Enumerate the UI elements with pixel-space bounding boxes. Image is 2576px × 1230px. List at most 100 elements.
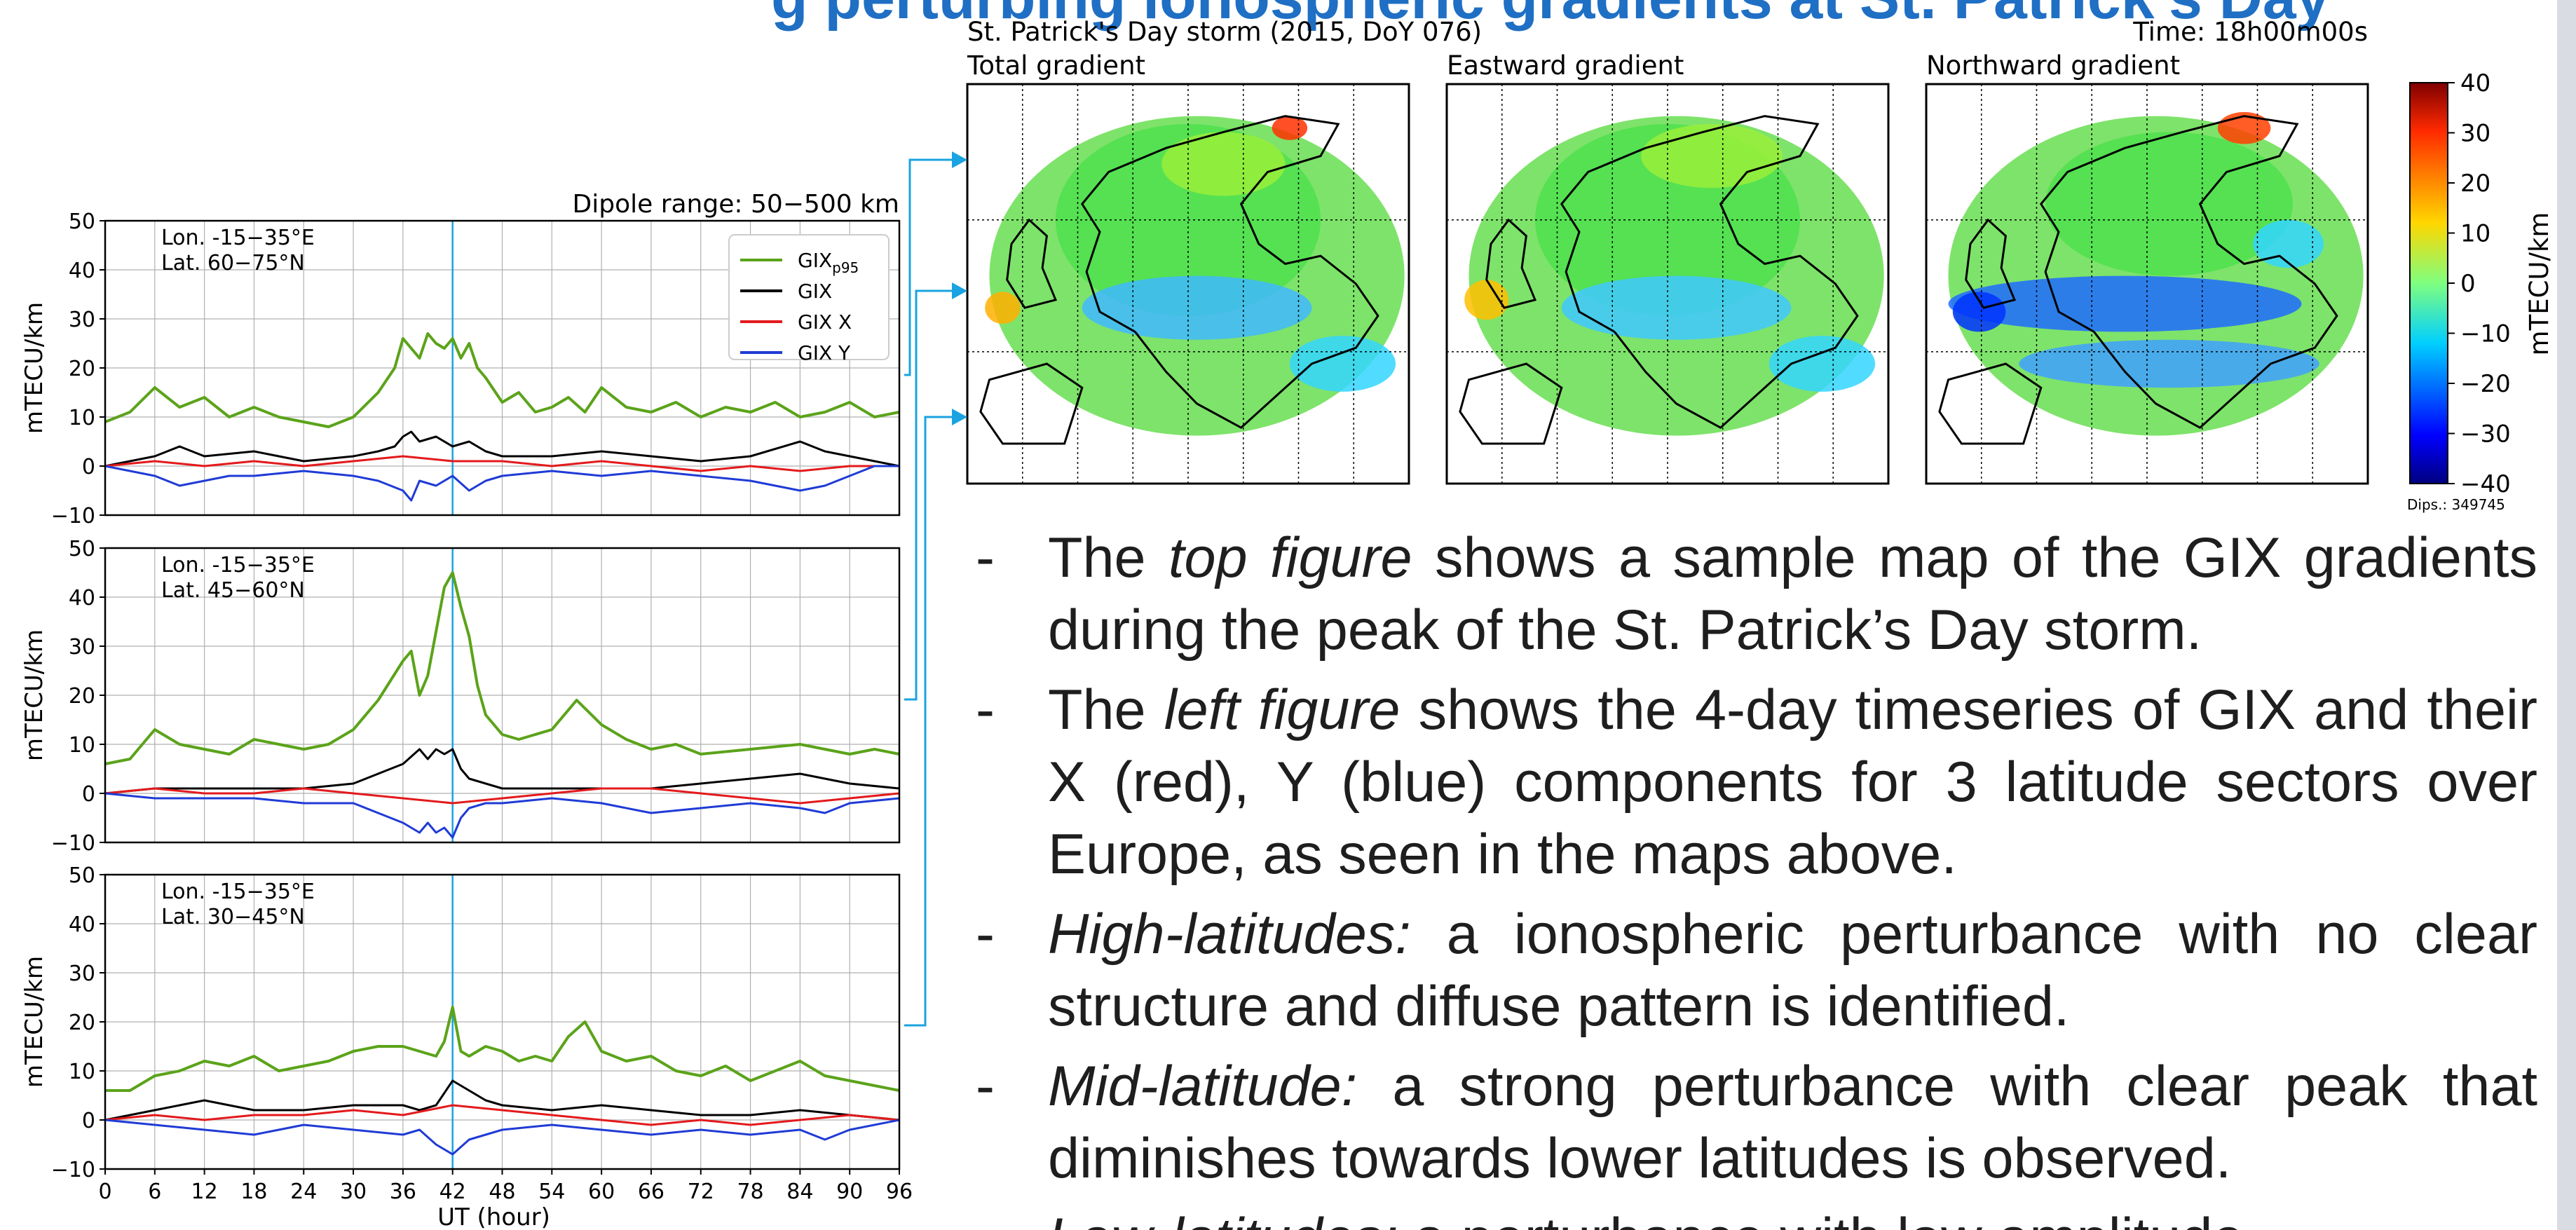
map-anomaly <box>2045 132 2293 276</box>
x-tick-label: 12 <box>191 1180 218 1204</box>
bullet-emphasis: High-latitudes: <box>1048 903 1411 966</box>
bullet-low-latitudes: - Low-latitudes: a perturbance with low a… <box>967 1203 2537 1230</box>
map-time-label: Time: 18h00m00s <box>2132 17 2368 47</box>
map-frame <box>966 83 1410 485</box>
y-tick-label: 30 <box>69 962 95 986</box>
y-tick-label: 10 <box>69 733 95 758</box>
colorbar-tick-label: −40 <box>2460 470 2511 498</box>
y-tick-label: 10 <box>69 1060 95 1084</box>
x-tick-label: 72 <box>688 1180 714 1204</box>
x-tick-label: 24 <box>290 1180 317 1204</box>
y-tick-label: 40 <box>69 259 95 283</box>
y-tick-label: 40 <box>69 913 95 937</box>
coastline-iberia <box>979 362 1084 445</box>
bullet-emphasis: top figure <box>1168 526 1412 589</box>
lat-label: Lat. 45−60°N <box>161 578 305 603</box>
y-tick-label: 10 <box>69 406 95 430</box>
legend-label: GIX X <box>798 310 852 334</box>
legend-box <box>728 234 890 360</box>
colorbar-tick-label: −20 <box>2460 370 2511 398</box>
coastline-iberia <box>1459 362 1563 445</box>
y-tick-label: 20 <box>69 1011 95 1035</box>
map-panel-3: Northward gradient <box>1925 50 2369 485</box>
map-anomaly <box>2253 219 2324 268</box>
colorbar-label: mTECU/km <box>2524 212 2554 356</box>
y-tick-label: 40 <box>69 586 95 610</box>
map-anomaly <box>1952 292 2006 332</box>
map-suptitle: St. Patrick's Day storm (2015, DoY 076) <box>967 17 1482 47</box>
map-content <box>967 84 1409 484</box>
series-line-gix-p95 <box>105 1006 900 1092</box>
map-panel-2: Eastward gradient <box>1445 50 1890 485</box>
colorbar-ticks: 40 30 20 10 0 −10 −20 −30 −40 <box>2448 69 2511 498</box>
bullet-mid-latitude: - Mid-latitude: a strong perturbance with… <box>967 1051 2537 1195</box>
lon-label: Lon. -15−35°E <box>161 226 315 250</box>
bullet-dash: - <box>976 678 995 742</box>
y-tick-label: 0 <box>82 455 95 479</box>
x-tick-label: 78 <box>737 1180 763 1204</box>
map-anomaly <box>1082 275 1312 340</box>
map-content <box>1926 84 2368 484</box>
map-panel-title: Northward gradient <box>1926 50 2180 81</box>
series-line-gix-x <box>104 787 900 805</box>
bullet-text: a ionospheric perturbance with no clear … <box>1048 903 2537 1038</box>
map-panel-title: Total gradient <box>967 50 1145 81</box>
text-bullets: - The top figure shows a sample map of th… <box>967 522 2537 1230</box>
series-line-gix <box>104 430 900 467</box>
map-content <box>1447 84 1888 484</box>
bullet-emphasis: left figure <box>1164 678 1401 742</box>
map-panels: Total gradient Eastward gradient Northward… <box>966 50 2369 485</box>
map-panel-title: Eastward gradient <box>1447 50 1684 81</box>
map-anomaly <box>1289 336 1396 392</box>
map-frame <box>1445 83 1890 485</box>
y-axis-label: mTECU/km <box>20 629 48 761</box>
colorbar-tick-label: 20 <box>2460 170 2490 198</box>
bullet-text: The <box>1048 678 1164 742</box>
bullet-emphasis: Mid-latitude: <box>1048 1055 1358 1118</box>
coastline-uk <box>1965 218 2017 309</box>
bullet-dash: - <box>976 903 995 966</box>
map-anomaly <box>1161 132 1286 196</box>
panel-title: Dipole range: 50−500 km <box>573 190 900 219</box>
gix-map-svg: St. Patrick's Day storm (2015, DoY 076) … <box>966 17 2554 513</box>
map-frame <box>1925 83 2369 485</box>
map-anomaly <box>1561 275 1792 340</box>
y-tick-label: −10 <box>51 831 95 856</box>
x-tick-label: 42 <box>439 1180 466 1204</box>
x-tick-label: 30 <box>340 1180 367 1204</box>
series-line-gix-x <box>104 1104 900 1126</box>
bullet-text: a perturbance with low amplitude <box>1398 1207 2244 1230</box>
series-line-gix-p95 <box>104 332 900 428</box>
legend-label: GIX <box>798 280 832 303</box>
lon-label: Lon. -15−35°E <box>161 553 315 578</box>
legend-label: GIX Y <box>798 341 851 364</box>
x-tick-label: 6 <box>148 1180 161 1204</box>
slide-right-edge <box>2557 0 2576 1230</box>
gix-map-figure: St. Patrick's Day storm (2015, DoY 076) … <box>932 0 2576 522</box>
lat-label: Lat. 30−45°N <box>161 905 305 929</box>
series-line-gix <box>104 1079 900 1121</box>
coastline-uk <box>1006 218 1058 309</box>
bullet-dash: - <box>976 526 995 589</box>
colorbar-tick-label: 0 <box>2460 270 2476 298</box>
map-anomaly <box>1641 124 1783 189</box>
gix-timeseries-figure: −10 0 10 20 30 40 50 Lon. -15−35°E Lat. 60−75°N m… <box>0 175 925 1230</box>
bullet-text: shows a sample map of the GIX gradients … <box>1048 526 2537 662</box>
y-tick-label: 50 <box>69 863 95 888</box>
y-tick-label: 20 <box>69 684 95 709</box>
series-line-gix-p95 <box>104 571 900 765</box>
series-line-gix-y <box>104 1119 900 1156</box>
bullet-dash: - <box>976 1055 995 1118</box>
coastline-iberia <box>1938 362 2043 445</box>
bullet-emphasis: Low-latitudes: <box>1048 1207 1398 1230</box>
y-tick-label: −10 <box>51 1158 95 1182</box>
y-tick-label: 50 <box>69 210 95 234</box>
map-anomaly <box>2019 339 2319 388</box>
colorbar-tick-label: 30 <box>2460 120 2490 148</box>
y-axis-label: mTECU/km <box>20 302 48 434</box>
series-line-gix-y <box>104 792 900 839</box>
y-tick-label: 30 <box>69 308 95 332</box>
y-tick-label: 0 <box>82 782 95 807</box>
